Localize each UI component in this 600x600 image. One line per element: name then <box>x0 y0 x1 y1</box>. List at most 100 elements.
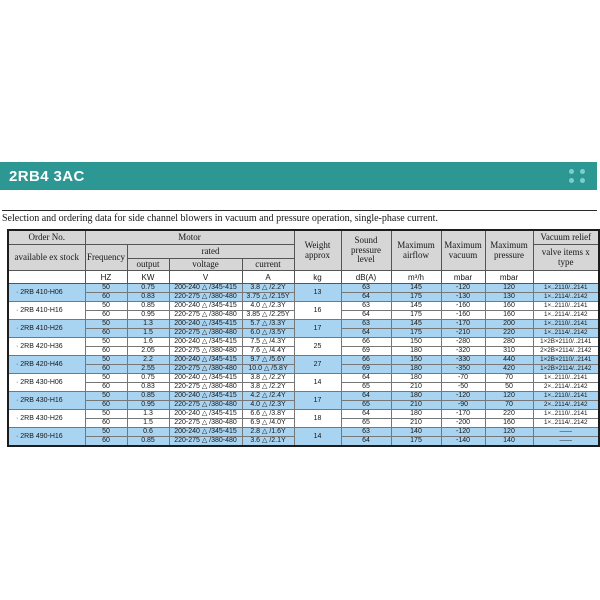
valve-cell: 1×..2114/..2142 <box>532 328 600 338</box>
vacuum-cell: -90 <box>440 400 486 410</box>
valve-cell: 1×..2114/..2142 <box>532 310 600 320</box>
sound-cell: 69 <box>340 364 392 374</box>
vacuum-cell: -70 <box>440 373 486 383</box>
voltage-cell: 200-240 △ /345-415 <box>168 319 243 329</box>
header-rated: rated <box>126 244 295 259</box>
table-row: 60 0.85 220-275 △ /380-480 3.6 △ /2.1Y 64 175… <box>8 436 600 447</box>
valve-cell: 1×..2110/..2141 <box>532 409 600 419</box>
frequency-cell: 50 <box>84 427 128 437</box>
valve-cell: 2×2B×2114/..2142 <box>532 346 600 356</box>
divider <box>2 210 597 211</box>
airflow-cell: 180 <box>390 373 442 383</box>
frequency-cell: 50 <box>84 283 128 293</box>
vacuum-cell: -160 <box>440 310 486 320</box>
table-row: · 2RB 410-H16 50 0.85 200-240 △ /345-415 4.0… <box>7 301 600 320</box>
voltage-cell: 220-275 △ /380-480 <box>168 292 243 302</box>
pressure-cell: 160 <box>484 418 534 428</box>
unit-blank <box>7 270 86 284</box>
frequency-cell: 60 <box>84 382 128 392</box>
airflow-cell: 210 <box>390 400 442 410</box>
current-cell: 5.7 △ /3.3Y <box>241 319 295 329</box>
frequency-cell: 60 <box>84 418 128 428</box>
output-cell: 1.5 <box>126 328 170 338</box>
output-cell: 0.75 <box>126 373 170 383</box>
valve-cell: 1×2B×2110/..2141 <box>532 355 600 365</box>
valve-cell: 2×..2114/..2142 <box>532 400 600 410</box>
frequency-cell: 60 <box>84 364 128 374</box>
header-weight: Weight approx <box>293 229 342 271</box>
output-cell: 0.85 <box>126 436 170 447</box>
header-order-no: Order No. <box>7 229 86 245</box>
table-row: · 2RB 430-H06 50 0.75 200-240 △ /345-415 3.8… <box>7 373 600 392</box>
sound-cell: 63 <box>340 301 392 311</box>
order-cell: · 2RB 410-H26 <box>7 319 86 338</box>
valve-cell: 1×..2110/..2141 <box>532 391 600 401</box>
dot-icon <box>580 178 585 183</box>
output-cell: 1.6 <box>126 337 170 347</box>
valve-cell: —— <box>532 436 600 447</box>
valve-cell: 1×..2110/..2141 <box>532 319 600 329</box>
pressure-cell: 220 <box>484 409 534 419</box>
unit-current: A <box>241 270 295 284</box>
sound-cell: 64 <box>340 436 392 447</box>
output-cell: 0.85 <box>126 391 170 401</box>
pressure-cell: 140 <box>484 436 534 447</box>
vacuum-cell: -330 <box>440 355 486 365</box>
order-cell: · 2RB 490-H16 <box>7 427 86 447</box>
airflow-cell: 180 <box>390 364 442 374</box>
sound-cell: 64 <box>340 391 392 401</box>
table-row: 60 0.83 220-275 △ /380-480 3.75 △ /2.15Y 64 1… <box>8 292 600 302</box>
airflow-cell: 145 <box>390 319 442 329</box>
unit-sound: dB(A) <box>340 270 392 284</box>
header-output: output <box>126 258 170 271</box>
sound-cell: 66 <box>340 355 392 365</box>
frequency-cell: 50 <box>84 355 128 365</box>
unit-voltage: V <box>168 270 243 284</box>
frequency-cell: 60 <box>84 436 128 447</box>
weight-cell: 25 <box>293 337 342 356</box>
header-vacuum: Maximum vacuum <box>440 229 486 271</box>
order-cell: · 2RB 430-H06 <box>7 373 86 392</box>
pressure-cell: 120 <box>484 283 534 293</box>
unit-blank <box>532 270 600 284</box>
output-cell: 1.5 <box>126 418 170 428</box>
current-cell: 3.6 △ /2.1Y <box>241 436 295 447</box>
airflow-cell: 150 <box>390 337 442 347</box>
current-cell: 7.5 △ /4.3Y <box>241 337 295 347</box>
pressure-cell: 220 <box>484 328 534 338</box>
order-cell: · 2RB 410-H16 <box>7 301 86 320</box>
frequency-cell: 50 <box>84 301 128 311</box>
units-row: HZ KW V A kg dB(A) m³/h mbar mbar <box>7 270 600 284</box>
pressure-cell: 50 <box>484 382 534 392</box>
voltage-cell: 200-240 △ /345-415 <box>168 427 243 437</box>
airflow-cell: 180 <box>390 391 442 401</box>
airflow-cell: 180 <box>390 409 442 419</box>
current-cell: 3.85 △ /2.25Y <box>241 310 295 320</box>
pressure-cell: 70 <box>484 373 534 383</box>
frequency-cell: 50 <box>84 409 128 419</box>
table-body: · 2RB 410-H06 50 0.75 200-240 △ /345-415 3.8… <box>7 283 600 447</box>
frequency-cell: 50 <box>84 337 128 347</box>
table-row: · 2RB 420-H36 50 1.6 200-240 △ /345-415 7.5 … <box>7 337 600 356</box>
voltage-cell: 200-240 △ /345-415 <box>168 283 243 293</box>
airflow-cell: 180 <box>390 346 442 356</box>
sound-cell: 64 <box>340 373 392 383</box>
order-cell: · 2RB 410-H06 <box>7 283 86 302</box>
vacuum-cell: -170 <box>440 409 486 419</box>
sound-cell: 65 <box>340 382 392 392</box>
header-voltage: voltage <box>168 258 243 271</box>
pressure-cell: 70 <box>484 400 534 410</box>
voltage-cell: 220-275 △ /380-480 <box>168 364 243 374</box>
airflow-cell: 175 <box>390 310 442 320</box>
valve-cell: 1×2B×2114/..2142 <box>532 364 600 374</box>
table-header: Order No. Motor Weight approx Sound pres… <box>7 229 600 284</box>
valve-cell: 1×..2110/..2141 <box>532 373 600 383</box>
current-cell: 10.0 △ /5.8Y <box>241 364 295 374</box>
unit-airflow: m³/h <box>390 270 442 284</box>
unit-pressure: mbar <box>484 270 534 284</box>
current-cell: 3.8 △ /2.2Y <box>241 373 295 383</box>
unit-vacuum: mbar <box>440 270 486 284</box>
vacuum-cell: -120 <box>440 283 486 293</box>
voltage-cell: 220-275 △ /380-480 <box>168 346 243 356</box>
output-cell: 0.95 <box>126 400 170 410</box>
